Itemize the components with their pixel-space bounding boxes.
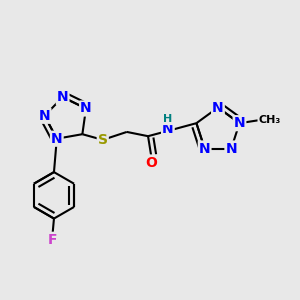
- Text: N: N: [212, 100, 224, 115]
- Text: S: S: [98, 133, 108, 147]
- Text: CH₃: CH₃: [259, 116, 281, 125]
- Text: N: N: [199, 142, 210, 155]
- Text: F: F: [48, 233, 57, 247]
- Text: N: N: [234, 116, 245, 130]
- Text: N: N: [80, 101, 92, 116]
- Text: N: N: [51, 132, 63, 146]
- Text: H: H: [163, 114, 172, 124]
- Text: N: N: [162, 122, 174, 136]
- Text: N: N: [57, 90, 68, 104]
- Text: N: N: [225, 142, 237, 155]
- Text: N: N: [39, 109, 50, 123]
- Text: O: O: [146, 155, 158, 170]
